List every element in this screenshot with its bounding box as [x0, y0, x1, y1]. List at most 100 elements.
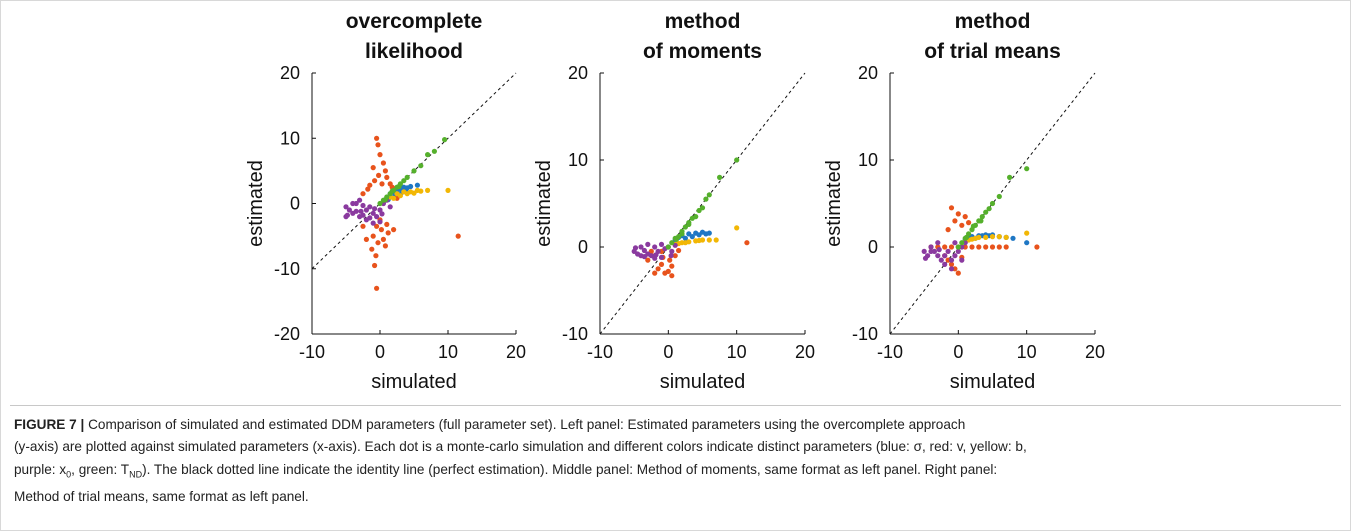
scatter-point-red [374, 223, 380, 229]
scatter-point-green [669, 240, 675, 246]
caption-sub-0: 0 [66, 469, 72, 480]
scatter-point-purple [358, 208, 364, 214]
scatter-point-green [431, 148, 437, 154]
scatter-point-red [372, 178, 378, 184]
scatter-point-yellow [397, 193, 403, 199]
caption-line-3c: ). The black dotted line indicate the id… [142, 461, 998, 477]
scatter-point-green [401, 178, 407, 184]
scatter-point-purple [374, 214, 380, 220]
scatter-point-red [983, 244, 989, 250]
scatter-point-red [948, 261, 955, 267]
panel-title-line: overcomplete [346, 10, 483, 33]
scatter-point-green [389, 188, 395, 194]
y-tick-label: 20 [280, 63, 300, 83]
scatter-point-red [391, 227, 397, 233]
caption-line-3a: purple: x [14, 461, 67, 477]
y-tick-label: -10 [562, 324, 588, 344]
panel-title-line: of trial means [924, 40, 1061, 63]
scatter-point-purple [952, 240, 958, 246]
caption-line-3b: , green: T [71, 461, 130, 477]
scatter-point-purple [367, 215, 373, 221]
scatter-point-purple [370, 220, 376, 226]
scatter-point-yellow [713, 237, 719, 243]
scatter-point-purple [357, 197, 363, 203]
scatter-point-green [703, 196, 709, 202]
scatter-point-red [948, 205, 955, 211]
scatter-point-red [959, 222, 965, 228]
scatter-point-yellow [425, 187, 431, 193]
scatter-point-yellow [682, 240, 689, 246]
scatter-point-purple [668, 253, 674, 259]
scatter-point-green [959, 240, 965, 246]
scatter-point-red [363, 236, 369, 242]
scatter-point-purple [948, 257, 955, 263]
scatter-point-red [1034, 244, 1040, 250]
scatter-point-yellow [972, 235, 979, 241]
scatter-point-yellow [391, 195, 397, 201]
y-axis-label: estimated [245, 160, 267, 247]
scatter-point-yellow [989, 234, 996, 240]
scatter-point-green [717, 174, 723, 180]
caption-divider [10, 405, 1341, 406]
scatter-point-purple [377, 207, 383, 213]
x-tick-label: 20 [795, 342, 815, 362]
scatter-point-yellow [418, 188, 424, 194]
y-tick-label: 10 [858, 150, 878, 170]
scatter-point-green [382, 197, 388, 203]
scatter-point-green [665, 244, 671, 250]
scatter-point-purple [641, 247, 648, 254]
scatter-point-red [989, 244, 996, 250]
scatter-point-purple [344, 212, 350, 218]
scatter-point-red [384, 221, 390, 227]
scatter-point-blue [703, 231, 709, 237]
scatter-point-blue [1010, 235, 1016, 241]
figure-panels: overcomplete likelihood -20 -10 0 10 20 -10 0 10 2… [245, 10, 1105, 393]
y-tick-label: 10 [280, 128, 300, 148]
scatter-point-red [375, 240, 381, 246]
scatter-point-purple [652, 244, 658, 250]
scatter-point-green [696, 207, 702, 214]
scatter-point-purple [346, 207, 352, 213]
scatter-point-green [986, 206, 992, 212]
scatter-point-purple [928, 244, 934, 250]
scatter-point-purple [379, 211, 385, 217]
scatter-point-green [979, 214, 985, 220]
scatter-point-purple [658, 254, 665, 260]
x-axis-label: simulated [950, 371, 1036, 393]
scatter-point-green [411, 168, 417, 174]
scatter-point-red [374, 285, 380, 291]
scatter-point-green [963, 234, 970, 240]
scatter-point-green [970, 223, 977, 229]
scatter-point-red [370, 233, 376, 239]
scatter-point-purple [935, 253, 941, 259]
scatter-point-green [978, 218, 984, 224]
scatter-point-purple [638, 244, 644, 250]
y-tick-label: 0 [578, 237, 588, 257]
scatter-point-purple [948, 266, 955, 272]
scatter-point-yellow [983, 234, 989, 240]
scatter-point-red [942, 244, 948, 250]
scatter-point-red [952, 218, 958, 224]
scatter-point-yellow [404, 191, 410, 197]
y-tick-label: -20 [274, 324, 300, 344]
scatter-point-green [1024, 166, 1030, 172]
x-tick-label: 10 [1017, 342, 1037, 362]
scatter-point-red [369, 246, 375, 252]
scatter-point-red [360, 191, 366, 197]
scatter-point-red [379, 181, 385, 187]
scatter-point-yellow [996, 234, 1002, 240]
scatter-point-red [945, 227, 951, 233]
panel-title-line: of moments [643, 40, 762, 63]
scatter-point-purple [922, 255, 929, 261]
scatter-point-green [396, 183, 402, 190]
scatter-point-purple [645, 241, 651, 247]
scatter-point-purple [935, 240, 941, 246]
scatter-point-red [375, 142, 381, 148]
scatter-point-purple [952, 253, 958, 259]
scatter-point-purple [942, 261, 948, 267]
figure-caption: FIGURE 7 | Comparison of simulated and e… [14, 414, 1336, 508]
scatter-point-green [673, 236, 680, 242]
scatter-point-red [360, 223, 366, 229]
x-axis-label: simulated [660, 371, 746, 393]
